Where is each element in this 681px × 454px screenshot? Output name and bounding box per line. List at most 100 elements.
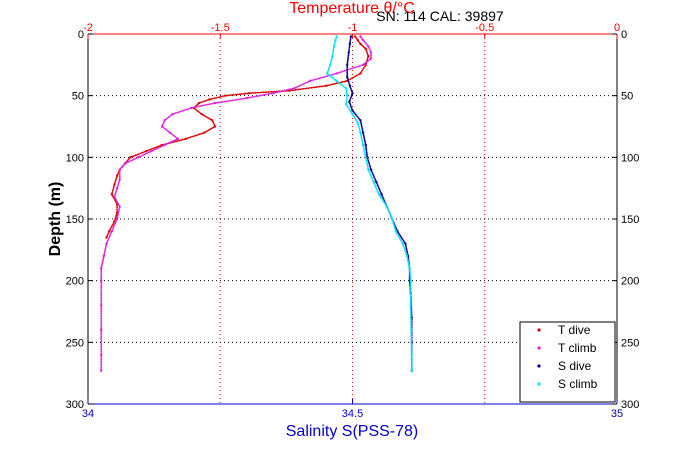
t-climb-point xyxy=(118,205,121,208)
s-climb-dot xyxy=(348,109,351,111)
t-dive-dot xyxy=(194,108,197,110)
s-dive-dot xyxy=(360,122,362,125)
t-dive-dot xyxy=(207,98,210,101)
t-climb-dot xyxy=(359,64,361,67)
s-climb-dot xyxy=(395,231,398,234)
s-climb-dot xyxy=(376,190,379,193)
s-climb-dot xyxy=(382,200,385,203)
t-dive-dot xyxy=(195,109,198,111)
s-climb-dot xyxy=(349,110,352,113)
data-series xyxy=(100,35,413,372)
s-climb-point xyxy=(361,143,365,147)
t-climb-dot xyxy=(179,110,182,113)
s-climb-point xyxy=(356,121,359,125)
t-dive-dot xyxy=(240,93,243,95)
s-climb-dot xyxy=(409,294,412,297)
depth-tick-label-right: 150 xyxy=(621,214,639,226)
salinity-axis-title: Salinity S(PSS-78) xyxy=(286,423,419,440)
t-climb-dot xyxy=(207,103,210,106)
s-dive-point xyxy=(380,193,383,196)
t-dive-dot xyxy=(116,205,118,207)
s-dive-dot xyxy=(360,124,363,126)
t-climb-dot xyxy=(284,89,287,92)
depth-tick-label-right: 300 xyxy=(621,399,639,411)
t-dive-dot xyxy=(296,88,298,91)
t-climb-dot xyxy=(100,364,103,367)
s-dive-dot xyxy=(352,110,355,113)
t-dive-dot xyxy=(227,94,230,97)
s-climb-dot xyxy=(408,270,411,273)
legend: T dive T climb S dive S climb xyxy=(519,321,616,403)
s-dive-dot xyxy=(354,113,357,116)
s-climb-dot xyxy=(409,296,412,299)
s-dive-dot xyxy=(346,59,349,62)
t-dive-dot xyxy=(155,146,158,149)
legend-item-t-climb: T climb xyxy=(537,341,597,355)
t-dive-dot xyxy=(328,84,330,86)
depth-tick-label-left: 50 xyxy=(72,91,84,103)
s-climb-dot xyxy=(409,273,412,276)
s-climb-dot xyxy=(410,361,413,364)
s-climb-dot xyxy=(354,117,357,120)
s-climb-dot xyxy=(393,224,395,227)
temperature-tick-label: -1 xyxy=(348,22,358,34)
s-climb-point xyxy=(410,328,413,332)
t-dive-dot xyxy=(114,217,117,220)
s-climb-series xyxy=(325,35,413,372)
s-climb-dot xyxy=(331,56,333,59)
t-climb-dot xyxy=(341,70,344,73)
s-climb-dot xyxy=(366,165,369,168)
t-climb-dot xyxy=(118,180,121,182)
s-dive-dot xyxy=(347,79,349,81)
t-dive-dot xyxy=(229,94,232,97)
s-climb-dot xyxy=(357,123,360,126)
s-climb-dot xyxy=(360,136,363,139)
t-dive-dot xyxy=(232,93,235,96)
t-climb-dot xyxy=(270,92,273,95)
t-climb-dot xyxy=(171,133,174,136)
t-climb-dot xyxy=(338,71,341,74)
t-climb-point xyxy=(105,242,108,245)
t-climb-dot xyxy=(162,144,165,147)
t-climb-dot xyxy=(317,77,319,80)
t-dive-dot xyxy=(142,151,145,154)
t-dive-dot xyxy=(192,135,195,138)
s-dive-dot xyxy=(374,178,376,180)
s-climb-dot xyxy=(328,66,331,69)
s-dive-point xyxy=(349,35,353,38)
t-climb-dot xyxy=(297,85,300,88)
s-climb-dot xyxy=(389,213,392,216)
s-climb-dot xyxy=(410,348,413,351)
t-climb-dot xyxy=(108,235,111,237)
legend-marker xyxy=(537,346,541,350)
t-climb-dot xyxy=(201,104,204,107)
t-dive-dot xyxy=(304,87,307,90)
t-dive-dot xyxy=(366,58,369,60)
t-climb-dot xyxy=(242,97,245,100)
t-dive-dot xyxy=(196,110,199,112)
t-climb-dot xyxy=(206,103,208,106)
t-dive-point xyxy=(248,92,251,95)
t-climb-dot xyxy=(100,356,103,359)
t-dive-dot xyxy=(198,133,201,136)
t-climb-dot xyxy=(115,200,118,202)
t-dive-dot xyxy=(262,91,265,94)
t-dive-dot xyxy=(264,91,267,94)
t-climb-dot xyxy=(118,175,121,178)
s-climb-dot xyxy=(409,289,412,292)
t-climb-dot xyxy=(112,225,115,228)
s-dive-dot xyxy=(346,65,349,68)
t-dive-dot xyxy=(343,80,346,83)
t-dive-dot xyxy=(223,95,225,97)
s-climb-point xyxy=(334,38,337,42)
t-climb-dot xyxy=(110,231,113,234)
t-climb-dot xyxy=(368,48,371,51)
t-climb-dot xyxy=(351,67,354,70)
t-climb-dot xyxy=(180,110,183,112)
s-dive-point xyxy=(375,180,378,184)
s-climb-dot xyxy=(410,347,413,349)
t-climb-dot xyxy=(100,342,103,345)
t-climb-dot xyxy=(357,65,360,68)
t-climb-dot xyxy=(170,114,173,117)
t-dive-dot xyxy=(235,93,238,96)
